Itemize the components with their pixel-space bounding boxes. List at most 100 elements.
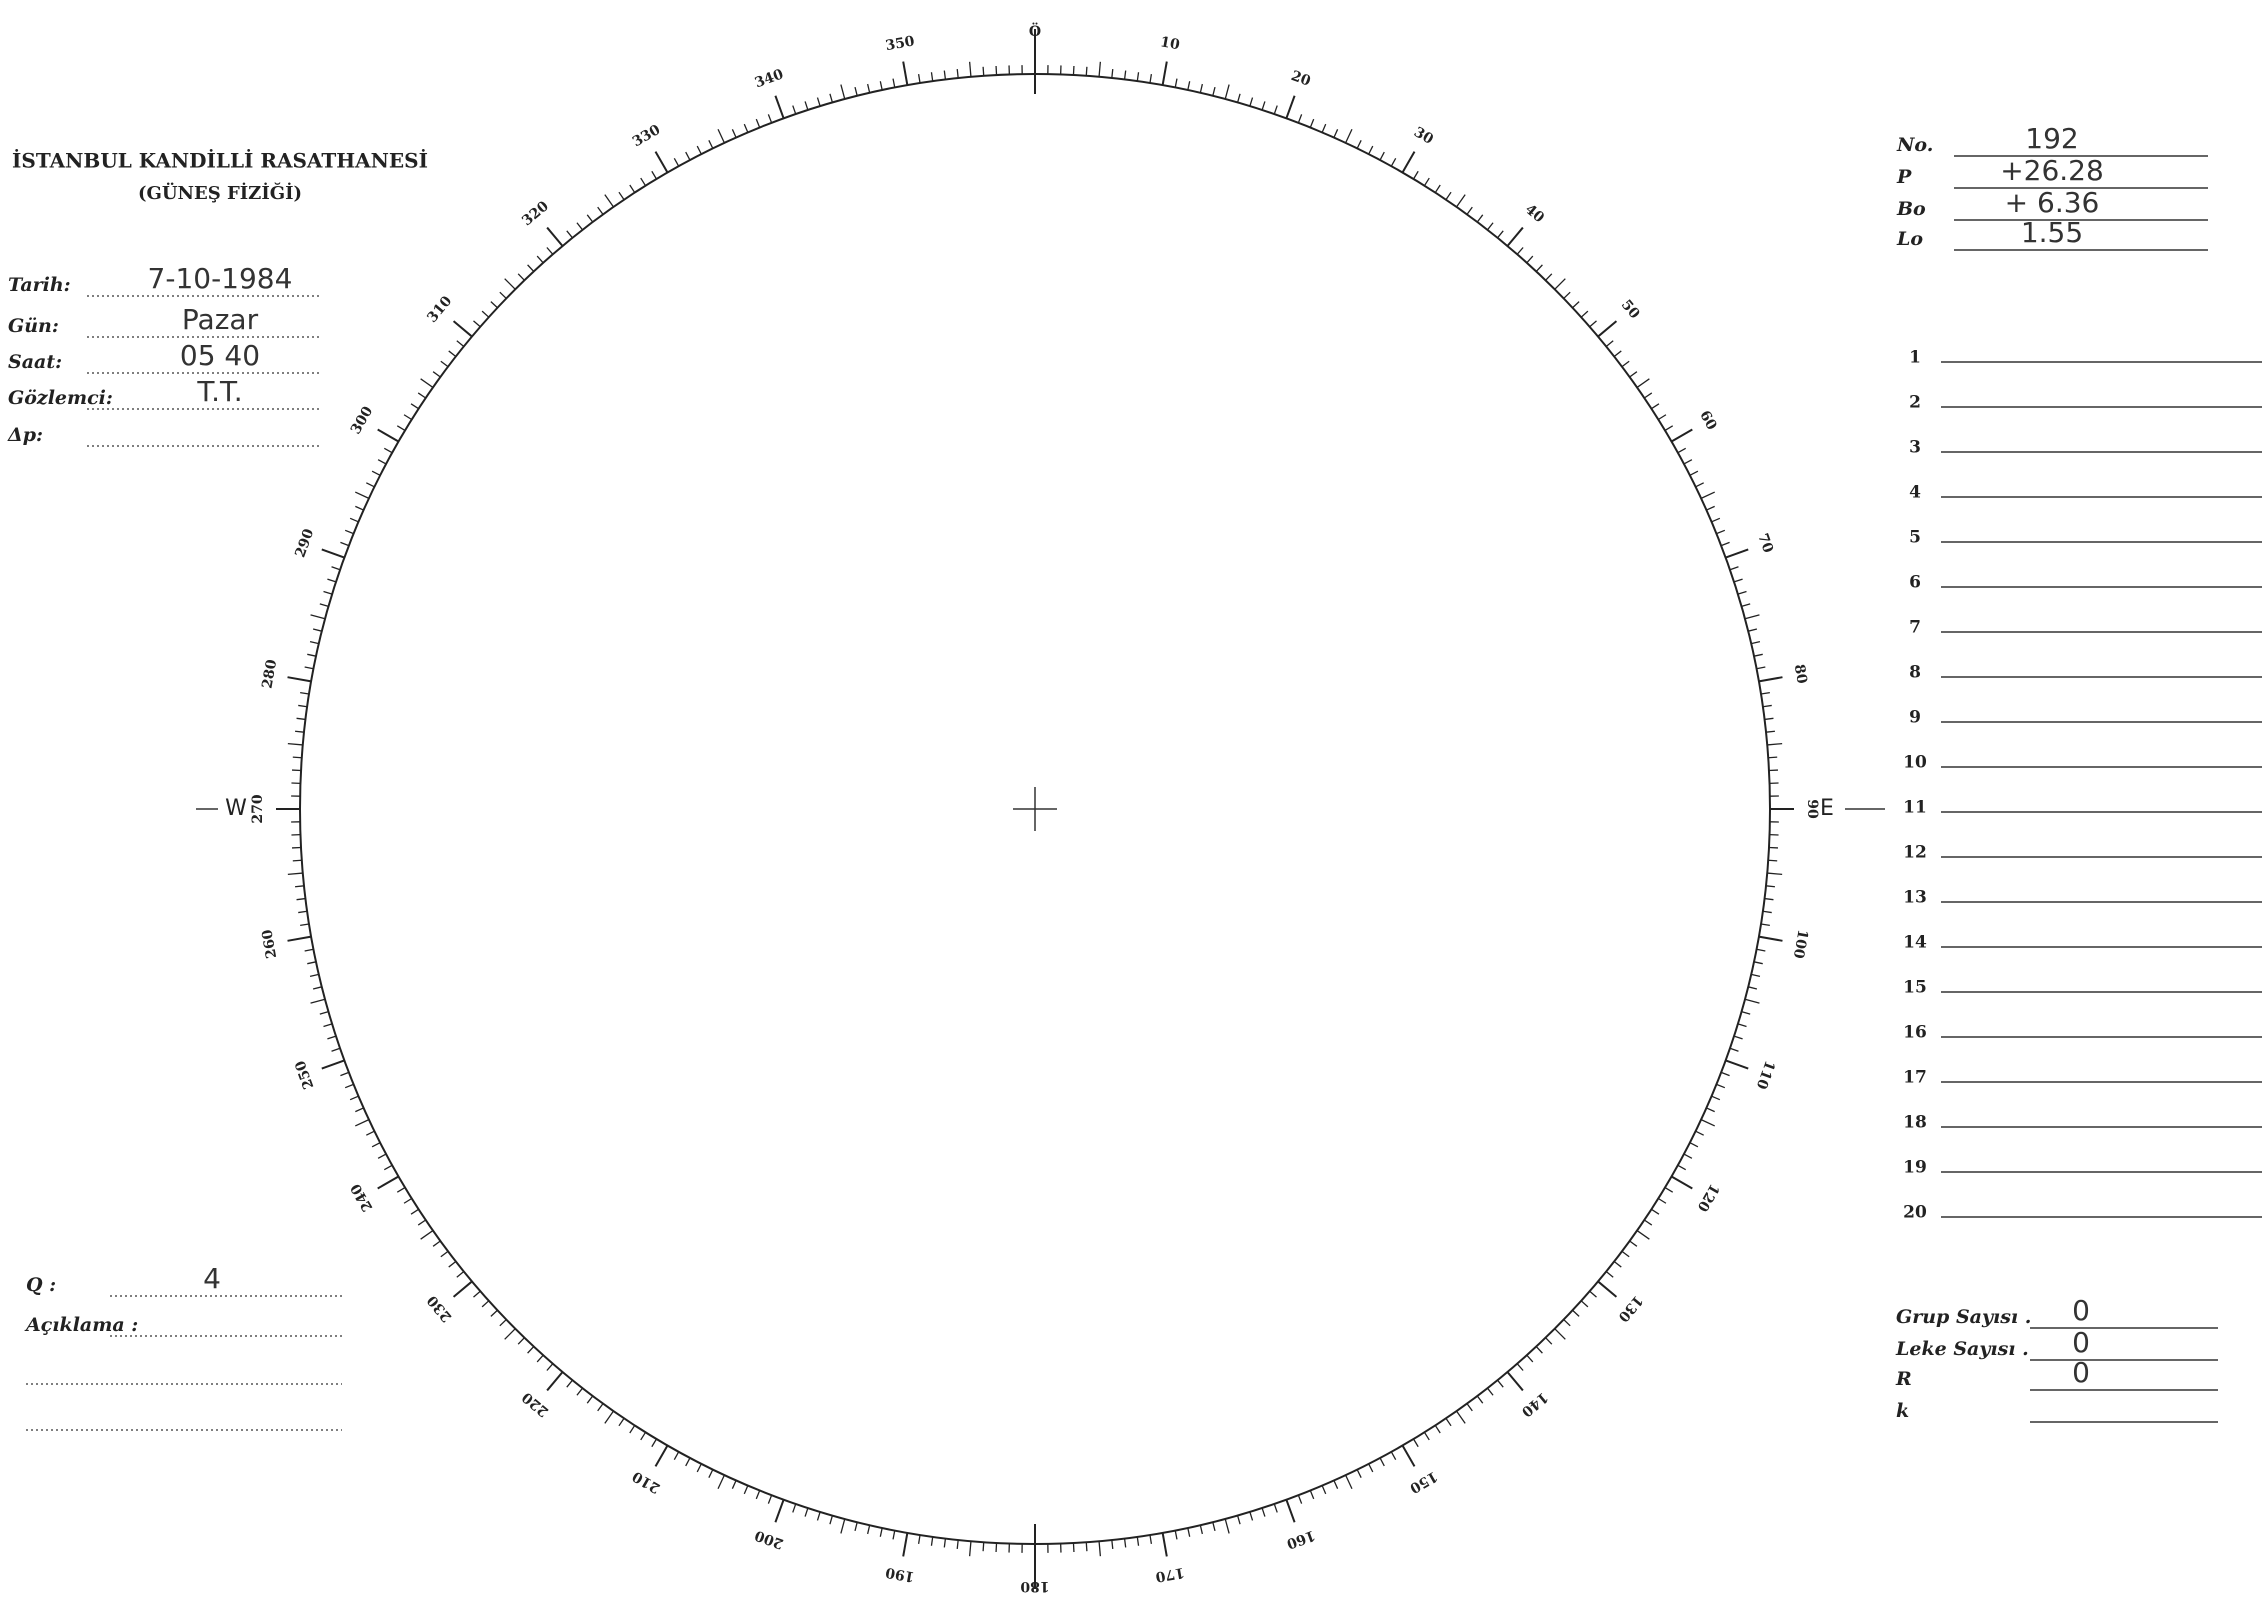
- dial-tick: [1621, 360, 1630, 368]
- dial-tick: [371, 1142, 381, 1148]
- dial-label: 270: [250, 794, 266, 823]
- dial-tick: [1636, 1230, 1650, 1240]
- dial-tick: [1497, 1379, 1504, 1388]
- dial-tick: [597, 206, 604, 215]
- dial-tick: [696, 1463, 702, 1473]
- field-value: 05 40: [180, 339, 260, 372]
- dial-tick: [1321, 123, 1327, 133]
- dial-tick: [1700, 491, 1716, 499]
- dial-tick: [1651, 403, 1660, 410]
- field-value: 7-10-1984: [148, 262, 293, 295]
- dial-tick: [1683, 459, 1693, 465]
- dial-tick: [440, 1250, 449, 1258]
- dial-tick: [1149, 1534, 1153, 1544]
- dial-tick: [1572, 1309, 1580, 1317]
- dial-tick: [1758, 935, 1783, 942]
- row-number: 1: [1909, 348, 1921, 368]
- row-number: 3: [1909, 438, 1921, 458]
- dial-tick: [377, 1153, 387, 1159]
- field-value: 192: [2025, 122, 2078, 155]
- dial-tick: [383, 447, 393, 454]
- dial-tick: [867, 83, 871, 93]
- dial-tick: [377, 428, 399, 443]
- dial-tick: [902, 1532, 909, 1557]
- dial-tick: [344, 1083, 354, 1089]
- dial-tick: [403, 414, 413, 421]
- field-value: Pazar: [182, 303, 259, 336]
- dial-tick: [321, 548, 345, 559]
- dial-tick: [310, 998, 326, 1004]
- dial-tick: [349, 517, 359, 523]
- dial-tick: [546, 247, 554, 255]
- dial-tick: [1733, 578, 1743, 583]
- field-label: Leke Sayısı .: [1895, 1338, 2029, 1360]
- dial-tick: [654, 151, 669, 173]
- dial-tick: [1149, 74, 1153, 84]
- row-number: 20: [1903, 1203, 1927, 1223]
- row-number: 10: [1903, 753, 1927, 773]
- dial-tick: [349, 1095, 359, 1101]
- dial-tick: [1345, 128, 1353, 144]
- dial-label: 10: [1159, 34, 1181, 53]
- dial-tick: [1695, 482, 1704, 488]
- dial-tick: [1212, 1522, 1216, 1532]
- dial-tick: [1111, 1539, 1114, 1549]
- dial-tick: [481, 1300, 490, 1308]
- dial-tick: [618, 191, 625, 201]
- dial-tick: [312, 628, 322, 632]
- dial-tick: [396, 1186, 406, 1193]
- dial-tick: [1535, 1346, 1543, 1354]
- dial-tick: [1476, 214, 1484, 223]
- dial-tick: [417, 1219, 427, 1226]
- dial-tick: [517, 1337, 525, 1345]
- dial-tick: [1657, 1197, 1667, 1204]
- dial-tick: [792, 1503, 797, 1513]
- dial-tick: [1700, 1119, 1716, 1127]
- dial-tick: [804, 101, 809, 111]
- row-number: 12: [1903, 843, 1927, 863]
- dial-tick: [490, 301, 498, 309]
- dial-tick: [1605, 340, 1614, 347]
- dial-tick: [1729, 566, 1739, 571]
- dial-tick: [327, 1035, 337, 1040]
- field-label: Açıklama :: [24, 1314, 138, 1336]
- dial-tick: [1456, 1410, 1466, 1424]
- dial-tick: [917, 1534, 921, 1544]
- dial-tick: [292, 859, 302, 862]
- dial-label: 70: [1754, 531, 1776, 555]
- dial-tick: [354, 491, 370, 499]
- dial-tick: [917, 74, 921, 84]
- dial-tick: [1187, 81, 1191, 91]
- dial-tick: [296, 717, 306, 721]
- dial-tick: [1212, 86, 1216, 96]
- dial-label: 350: [884, 33, 916, 54]
- dial-tick: [1760, 923, 1770, 927]
- dial-tick: [456, 1271, 465, 1278]
- dial-tick: [743, 1485, 749, 1495]
- dial-tick: [1621, 1250, 1630, 1258]
- dial-tick: [943, 70, 947, 80]
- dial-tick: [1744, 998, 1760, 1004]
- dial-tick: [1629, 371, 1638, 378]
- dial-tick: [1098, 61, 1102, 77]
- dial-tick: [1753, 961, 1763, 965]
- dial-tick: [1297, 1494, 1303, 1504]
- dial-tick: [1605, 1271, 1614, 1278]
- dial-tick: [1356, 1469, 1362, 1478]
- dial-tick: [1657, 414, 1667, 421]
- dial-tick: [1589, 320, 1597, 328]
- row-number: 6: [1909, 573, 1921, 593]
- dial-tick: [774, 95, 785, 119]
- dial-tick: [321, 1059, 345, 1070]
- dial-tick: [930, 72, 934, 82]
- dial-tick: [576, 222, 584, 231]
- dial-tick: [1756, 666, 1766, 670]
- dial-tick: [943, 1538, 947, 1548]
- dial-tick: [1249, 1511, 1254, 1521]
- dial-tick: [366, 1130, 375, 1136]
- dial-tick: [1545, 1337, 1553, 1345]
- dial-tick: [536, 1354, 544, 1363]
- dial-tick: [1356, 140, 1362, 149]
- dial-tick: [1720, 1071, 1730, 1077]
- dial-tick: [708, 1469, 714, 1478]
